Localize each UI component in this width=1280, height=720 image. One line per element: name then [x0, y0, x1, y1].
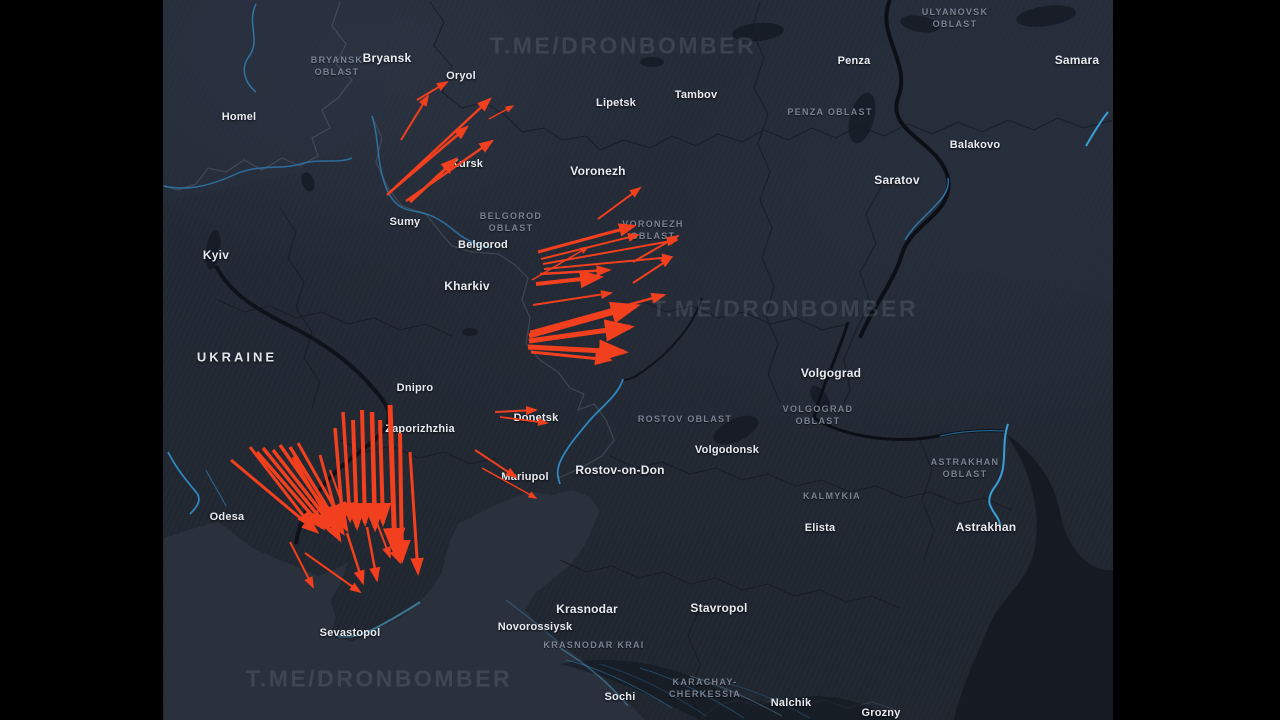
- letterbox-bar-right: [1113, 0, 1280, 720]
- map-canvas: [163, 0, 1113, 720]
- letterbox-bar-left: [0, 0, 163, 720]
